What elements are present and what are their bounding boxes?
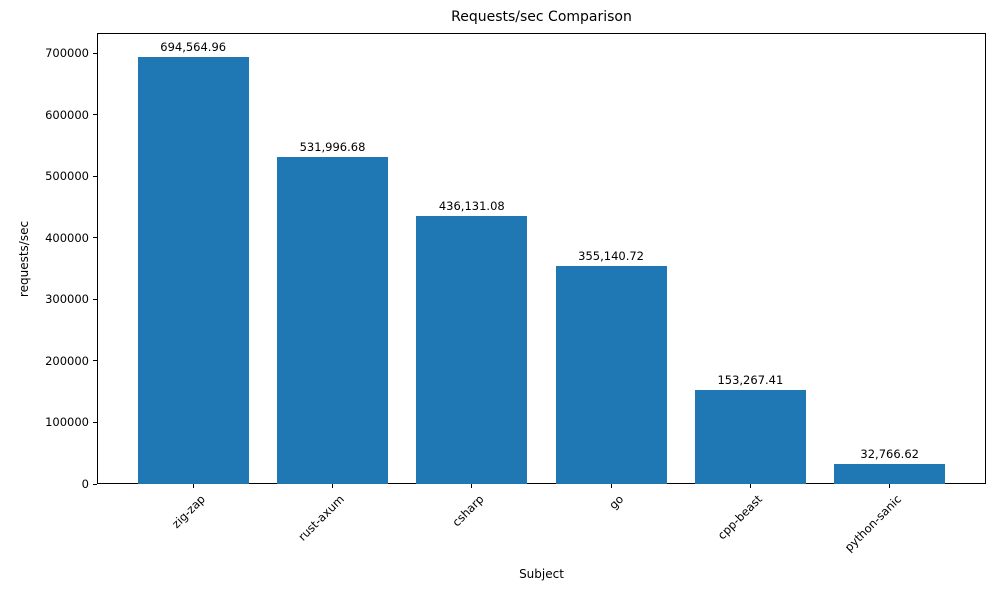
y-tick-label: 600000 (45, 107, 89, 122)
bar-zig-zap (137, 56, 249, 484)
y-tick-label: 0 (81, 477, 89, 491)
x-tick-label-python-sanic: python-sanic (842, 492, 905, 555)
y-tick-label: 700000 (45, 46, 89, 61)
bar-value-label: 694,564.96 (160, 39, 227, 54)
x-tick-label-go: go (605, 492, 627, 513)
bar-value-label: 153,267.41 (717, 372, 784, 387)
x-tick-mark (749, 484, 751, 488)
y-tick-mark (93, 52, 97, 54)
y-tick-mark (93, 298, 97, 300)
bar-rust-axum (277, 156, 388, 484)
y-tick-mark (93, 483, 97, 485)
x-tick-label-rust-axum: rust-axum (295, 492, 348, 544)
y-tick-label: 200000 (45, 353, 89, 368)
y-tick-mark (93, 175, 97, 177)
y-tick-mark (93, 237, 97, 239)
y-tick-label: 300000 (45, 292, 89, 307)
x-tick-mark (889, 484, 891, 488)
bar-value-label: 531,996.68 (299, 139, 366, 154)
y-tick-mark (93, 421, 97, 423)
y-tick-label: 500000 (45, 169, 89, 184)
x-axis-label: Subject (519, 567, 564, 581)
x-tick-mark (471, 484, 473, 488)
bar-python-sanic (834, 463, 946, 484)
bar-value-label: 355,140.72 (578, 248, 645, 263)
x-tick-label-cpp-beast: cpp-beast (715, 492, 766, 543)
x-tick-label-csharp: csharp (449, 492, 487, 530)
y-tick-mark (93, 360, 97, 362)
y-tick-mark (93, 114, 97, 116)
bar-cpp-beast (694, 389, 806, 484)
y-axis-label: requests/sec (17, 220, 31, 298)
y-tick-label: 400000 (45, 230, 89, 245)
y-tick-label: 100000 (45, 415, 89, 430)
bar-csharp (416, 215, 528, 484)
bar-go (555, 265, 667, 484)
x-tick-mark (332, 484, 333, 488)
bar-value-label: 32,766.62 (860, 446, 919, 461)
x-tick-mark (192, 484, 194, 488)
bar-value-label: 436,131.08 (438, 198, 505, 213)
x-tick-label-zig-zap: zig-zap (169, 492, 209, 531)
chart-title: Requests/sec Comparison (451, 9, 632, 25)
x-tick-mark (610, 484, 612, 488)
